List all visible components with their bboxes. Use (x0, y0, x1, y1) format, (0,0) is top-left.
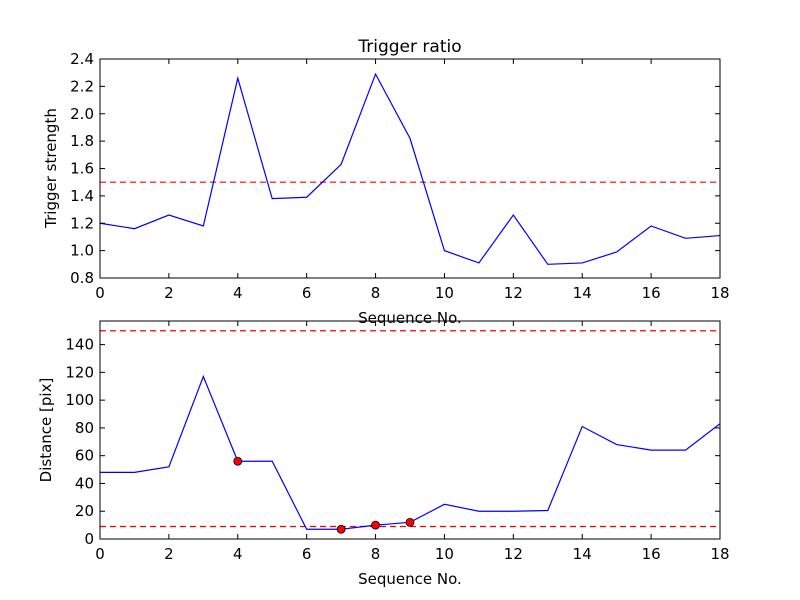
y-tick-label: 2.0 (70, 105, 94, 123)
x-tick-label: 10 (435, 284, 454, 302)
data-point-marker (405, 517, 415, 527)
x-tick-label: 6 (302, 284, 312, 302)
y-tick-label: 1.2 (70, 214, 94, 232)
plot-content (100, 72, 720, 265)
y-tick-label: 140 (65, 336, 94, 354)
series-line (100, 72, 720, 265)
x-tick-label: 12 (504, 545, 523, 563)
data-point-marker (371, 520, 380, 530)
axes-frame (99, 320, 721, 540)
y-axis-label: Trigger strength (42, 108, 60, 229)
y-tick-label: 80 (75, 419, 94, 437)
x-tick-label: 18 (710, 284, 729, 302)
x-tick-label: 4 (233, 284, 243, 302)
x-tick-label: 2 (164, 545, 174, 563)
y-tick-label: 0 (84, 530, 94, 548)
y-axis-label: Distance [pix] (37, 378, 55, 483)
distance-plot-area: 0 2 4 6 8 10 12 14 16 18 0 20 40 60 80 100 120 140 (65, 320, 730, 563)
data-point-marker (233, 456, 243, 466)
x-tick-label: 16 (642, 545, 661, 563)
x-tick-label: 0 (95, 284, 105, 302)
y-tick-label: 1.0 (70, 242, 94, 260)
y-tick-label: 100 (65, 391, 94, 409)
y-tick-label: 20 (75, 502, 94, 520)
x-tick-label: 12 (504, 284, 523, 302)
data-point-marker (336, 524, 346, 534)
x-tick-label: 6 (302, 545, 312, 563)
plot-content (100, 330, 720, 534)
trigger-ratio-panel: Trigger ratio 0 2 4 6 8 10 12 14 16 18 0.8 1.0 1.2 1.… (42, 37, 730, 327)
y-tick-label: 1.4 (70, 187, 94, 205)
y-tick-label: 2.2 (70, 77, 94, 95)
x-tick-label: 2 (164, 284, 174, 302)
y-tick-label: 1.8 (70, 132, 94, 150)
x-tick-label: 0 (95, 545, 105, 563)
x-tick-label: 14 (573, 284, 592, 302)
x-tick-label: 14 (573, 545, 592, 563)
x-tick-label: 8 (371, 545, 381, 563)
y-tick-label: 120 (65, 363, 94, 381)
x-tick-label: 10 (435, 545, 454, 563)
x-tick-label: 16 (642, 284, 661, 302)
x-tick-label: 18 (710, 545, 729, 563)
trigger-ratio-plot-area: 0 2 4 6 8 10 12 14 16 18 0.8 1.0 1.2 1.4 1.6 1.8 2.0 2.2 2… (70, 50, 729, 302)
x-tick-label: 4 (233, 545, 243, 563)
chart-title: Trigger ratio (357, 37, 461, 57)
x-axis-label: Sequence No. (358, 309, 462, 327)
y-tick-label: 60 (75, 447, 94, 465)
y-tick-label: 0.8 (70, 269, 94, 287)
x-tick-label: 8 (371, 284, 381, 302)
y-tick-label: 1.6 (70, 160, 94, 178)
y-tick-label: 2.4 (70, 50, 94, 68)
y-tick-label: 40 (75, 474, 94, 492)
x-axis-label: Sequence No. (358, 570, 462, 588)
distance-panel: 0 2 4 6 8 10 12 14 16 18 0 20 40 60 80 100 120 140 Sequen… (37, 320, 730, 588)
